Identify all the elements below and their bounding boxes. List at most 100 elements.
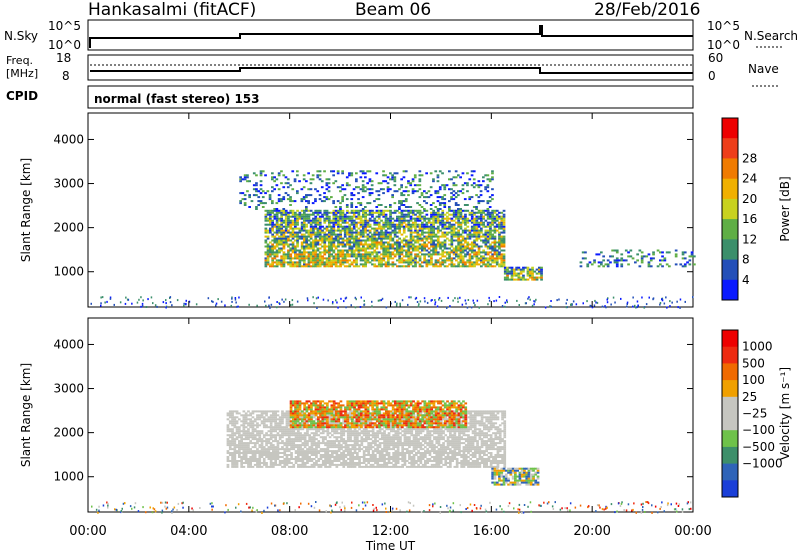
echo-cell [382,213,386,216]
echo-cell [374,442,377,445]
echo-cell [280,198,283,201]
echo-cell [441,223,445,226]
echo-cell [377,211,381,214]
echo-cell [371,428,375,431]
echo-cell [400,192,403,195]
echo-cell [244,444,248,447]
echo-cell [297,430,300,433]
echo-cell [328,458,332,460]
echo-cell [244,422,248,425]
echo-cell [470,227,474,230]
echo-cell [280,227,283,230]
echo-cell [468,196,472,199]
echo-cell [332,239,336,242]
echo-cell [418,265,422,268]
echo-cell [240,420,243,423]
echo-cell [502,249,506,252]
echo-cell [275,233,279,236]
echo-cell [493,215,497,218]
echo-cell [301,426,305,429]
echo-cell [484,237,488,240]
echo-cell [503,272,507,275]
echo-cell [303,215,306,218]
echo-cell [427,217,431,220]
echo-cell [394,452,398,454]
echo-cell [450,261,454,264]
echo-cell [364,261,367,264]
echo-cell [291,265,295,268]
echo-cell [265,463,268,466]
cpid-label: CPID [6,89,38,103]
echo-cell [370,188,374,191]
echo-cell [473,263,476,266]
echo-cell [418,174,422,177]
echo-cell [500,265,504,268]
echo-cell [640,255,644,258]
echo-cell [411,245,415,248]
echo-cell [283,416,287,419]
echo-cell [370,192,374,195]
echo-cell [421,229,424,232]
echo-cell [484,186,487,189]
echo-cell [243,204,247,206]
echo-cell [315,434,318,437]
echo-cell [252,172,256,175]
echo-cell [350,174,354,177]
echo-cell [321,440,325,443]
echo-cell [326,454,330,456]
echo-cell [438,208,442,210]
echo-cell [491,213,494,216]
echo-cell [253,458,257,460]
echo-cell [498,243,501,246]
echo-cell [361,186,365,189]
echo-cell [416,241,420,244]
echo-cell [659,263,662,266]
echo-cell [267,410,271,413]
echo-cell [233,418,237,421]
echo-cell [443,223,447,226]
echo-cell [274,440,277,443]
clutter-speck [126,298,129,301]
echo-cell [380,259,383,262]
echo-cell [423,241,426,244]
echo-cell [452,213,456,216]
echo-cell [275,215,279,218]
echo-cell [285,422,289,425]
echo-cell [300,200,304,203]
echo-cell [319,448,323,451]
echo-cell [306,448,309,451]
echo-cell [389,223,392,226]
echo-cell [271,243,274,246]
echo-cell [312,261,315,264]
echo-cell [438,196,442,199]
echo-cell [396,444,400,447]
echo-cell [349,414,352,417]
clutter-speck [535,298,537,301]
echo-cell [448,208,451,210]
echo-cell [364,176,367,179]
echo-cell [335,454,339,456]
echo-cell [269,452,273,454]
echo-cell [402,194,406,197]
echo-cell [362,438,366,441]
echo-cell [348,233,352,236]
echo-cell [362,247,365,250]
echo-cell [296,170,299,173]
echo-cell [328,233,331,236]
echo-cell [364,241,367,244]
echo-cell [233,426,237,429]
echo-cell [324,448,327,451]
echo-cell [318,251,322,254]
echo-cell [385,462,389,464]
echo-cell [411,237,415,240]
echo-cell [452,176,456,179]
echo-cell [315,442,318,445]
echo-cell [264,245,268,248]
echo-cell [323,245,327,248]
echo-cell [441,213,445,216]
echo-cell [314,215,318,218]
clutter-speck [363,303,365,306]
echo-cell [282,229,286,232]
echo-cell [278,463,282,466]
clutter-speck [215,302,218,305]
